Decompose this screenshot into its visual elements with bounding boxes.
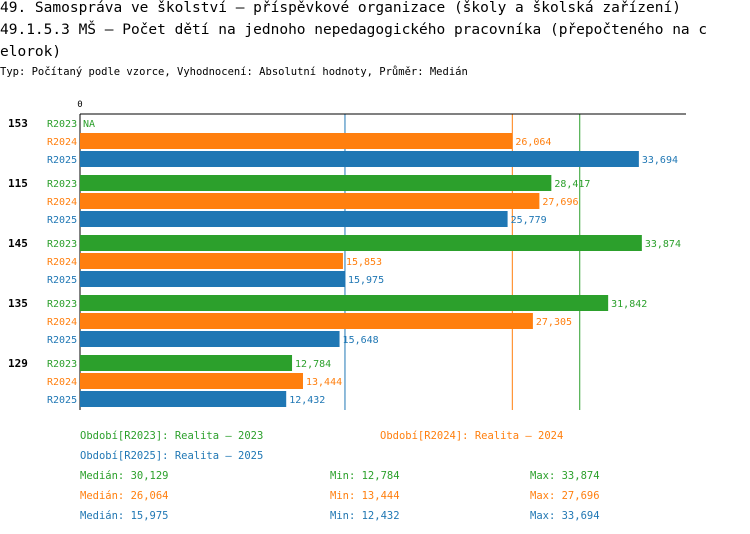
series-label-R2024: R2024 <box>47 317 77 328</box>
series-label-R2025: R2025 <box>47 395 77 406</box>
min-2025: Min: 12,432 <box>330 510 400 522</box>
bar-R2025-129 <box>80 391 287 407</box>
bar-R2025-153 <box>80 151 639 167</box>
data-label-R2024-115: 27,696 <box>542 197 578 208</box>
bar-R2024-115 <box>80 193 540 209</box>
series-label-R2023: R2023 <box>47 239 77 250</box>
legend-period-2023: Období[R2023]: Realita – 2023 <box>80 430 264 442</box>
series-label-R2023: R2023 <box>47 299 77 310</box>
category-label: 129 <box>8 357 28 370</box>
data-label-R2024-129: 13,444 <box>306 377 342 388</box>
title-line-2: 49.1.5.3 MŠ – Počet dětí na jednoho nepe… <box>0 22 708 38</box>
legend-period-2025: Období[R2025]: Realita – 2025 <box>80 450 264 462</box>
bar-R2024-153 <box>80 133 513 149</box>
bar-R2025-135 <box>80 331 340 347</box>
max-2025: Max: 33,694 <box>530 510 600 522</box>
title-line-3: elorok) <box>0 44 62 60</box>
bar-R2023-135 <box>80 295 609 311</box>
data-label-R2024-145: 15,853 <box>346 257 382 268</box>
max-2024: Max: 27,696 <box>530 490 600 502</box>
category-label: 135 <box>8 297 28 310</box>
median-2023: Medián: 30,129 <box>80 470 169 482</box>
category-label: 145 <box>8 237 28 250</box>
max-2023: Max: 33,874 <box>530 470 600 482</box>
bar-R2024-129 <box>80 373 303 389</box>
data-label-R2023-153: NA <box>83 119 95 130</box>
min-2024: Min: 13,444 <box>330 490 400 502</box>
series-label-R2024: R2024 <box>47 137 77 148</box>
data-label-R2024-135: 27,305 <box>536 317 572 328</box>
bar-R2023-129 <box>80 355 293 371</box>
legend-period-2024: Období[R2024]: Realita – 2024 <box>380 430 564 442</box>
data-label-R2025-129: 12,432 <box>289 395 325 406</box>
series-label-R2024: R2024 <box>47 257 77 268</box>
series-label-R2025: R2025 <box>47 155 77 166</box>
bar-R2024-145 <box>80 253 343 269</box>
data-label-R2025-135: 15,648 <box>343 335 379 346</box>
data-label-R2025-145: 15,975 <box>348 275 384 286</box>
series-label-R2023: R2023 <box>47 359 77 370</box>
data-label-R2023-115: 28,417 <box>554 179 590 190</box>
series-label-R2025: R2025 <box>47 275 77 286</box>
bar-R2023-115 <box>80 175 552 191</box>
data-label-R2025-115: 25,779 <box>511 215 547 226</box>
x-axis-zero-label: 0 <box>77 100 82 110</box>
subtitle: Typ: Počítaný podle vzorce, Vyhodnocení:… <box>0 66 468 78</box>
data-label-R2025-153: 33,694 <box>642 155 678 166</box>
bar-R2025-145 <box>80 271 345 287</box>
bar-R2025-115 <box>80 211 508 227</box>
title-line-1: 49. Samospráva ve školství – příspěvkové… <box>0 0 681 16</box>
category-label: 115 <box>8 177 28 190</box>
category-label: 153 <box>8 117 28 130</box>
series-label-R2023: R2023 <box>47 179 77 190</box>
data-label-R2024-153: 26,064 <box>515 137 551 148</box>
series-label-R2024: R2024 <box>47 377 77 388</box>
series-label-R2024: R2024 <box>47 197 77 208</box>
data-label-R2023-129: 12,784 <box>295 359 331 370</box>
min-2023: Min: 12,784 <box>330 470 400 482</box>
median-2024: Medián: 26,064 <box>80 490 169 502</box>
bar-R2023-145 <box>80 235 642 251</box>
bar-R2024-135 <box>80 313 533 329</box>
bar-chart: 0 153 R2023 NA R2024 26,064 R2025 33,694 115 R202… <box>8 100 686 410</box>
series-label-R2023: R2023 <box>47 119 77 130</box>
median-2025: Medián: 15,975 <box>80 510 169 522</box>
series-label-R2025: R2025 <box>47 215 77 226</box>
data-label-R2023-135: 31,842 <box>611 299 647 310</box>
data-label-R2023-145: 33,874 <box>645 239 681 250</box>
series-label-R2025: R2025 <box>47 335 77 346</box>
